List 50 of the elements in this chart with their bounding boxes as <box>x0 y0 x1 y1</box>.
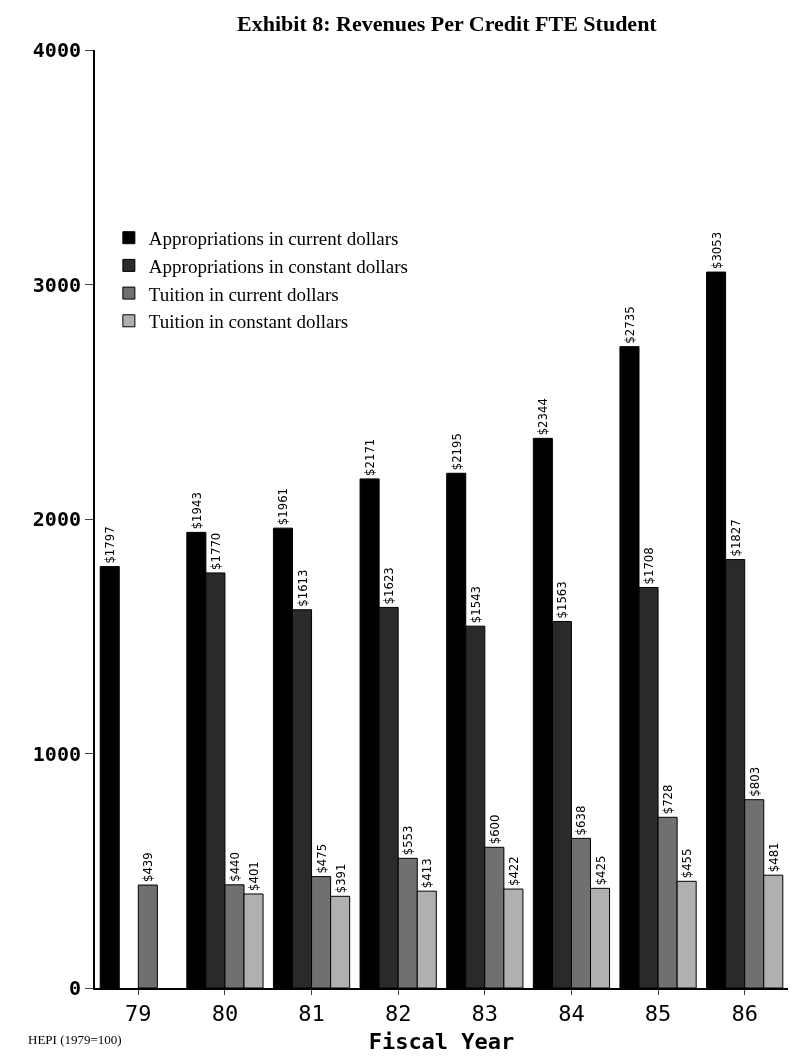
x-tick-label: 81 <box>298 1001 325 1027</box>
x-tick-label: 80 <box>211 1001 239 1027</box>
x-tick-label: 83 <box>471 1001 499 1027</box>
legend-label: Tuition in current dollars <box>148 283 339 305</box>
legend-label: Tuition in constant dollars <box>148 311 349 333</box>
y-tick-label: 1000 <box>32 741 81 766</box>
data-label: $413 <box>419 858 435 889</box>
data-label: $439 <box>140 852 156 883</box>
text: HEPI (1979=100) <box>28 1032 122 1047</box>
data-label: $2171 <box>362 438 378 476</box>
data-label: $425 <box>592 855 608 886</box>
data-label: $401 <box>246 861 262 891</box>
chart-title: Exhibit 8: Revenues Per Credit FTE Student <box>237 11 658 37</box>
x-axis-title: Fiscal Year <box>368 1028 515 1054</box>
data-label: $1563 <box>554 581 570 619</box>
data-label: $2195 <box>448 433 464 471</box>
y-tick-label: 2000 <box>32 507 81 531</box>
data-label: $1943 <box>188 492 204 530</box>
y-tick-label: 4000 <box>32 38 81 62</box>
x-tick-label: 86 <box>731 1001 758 1027</box>
x-tick-label: 85 <box>644 1001 672 1027</box>
data-label: $1961 <box>275 487 291 526</box>
x-tick-label: 79 <box>125 1001 152 1027</box>
data-label: $481 <box>765 842 781 873</box>
data-label: $2735 <box>621 306 637 344</box>
data-label: $1708 <box>641 547 657 585</box>
data-label: $1623 <box>381 567 397 605</box>
data-label: $553 <box>400 825 416 856</box>
data-label: $422 <box>505 856 521 887</box>
data-label: $1543 <box>467 585 483 624</box>
legend-label: Appropriations in current dollars <box>148 228 399 250</box>
data-label: $638 <box>573 805 589 836</box>
data-label: $3053 <box>708 231 724 270</box>
data-label: $1797 <box>102 526 118 564</box>
legend-label: Appropriations in constant dollars <box>148 255 408 277</box>
data-label: $1613 <box>294 569 310 607</box>
data-label: $803 <box>746 766 762 797</box>
data-label: $440 <box>226 852 242 882</box>
data-label: $600 <box>486 814 502 845</box>
y-tick-label: 0 <box>68 976 81 1000</box>
x-tick-label: 82 <box>384 1001 412 1027</box>
data-label: $1770 <box>207 532 223 570</box>
data-label: $1827 <box>727 519 743 557</box>
data-label: $475 <box>313 843 329 874</box>
y-tick-label: 3000 <box>32 272 81 297</box>
data-label: $2344 <box>535 398 551 436</box>
data-label: $455 <box>679 848 695 879</box>
data-label: $728 <box>660 784 676 815</box>
x-tick-label: 84 <box>558 1001 585 1027</box>
data-label: $391 <box>332 863 348 894</box>
